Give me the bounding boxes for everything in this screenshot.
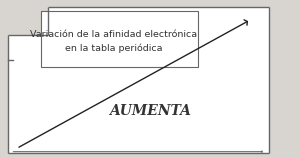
Text: AUMENTA: AUMENTA: [109, 104, 191, 118]
Bar: [8, 7, 268, 153]
Text: Variación de la afinidad electrónica
en la tabla periódica: Variación de la afinidad electrónica en …: [30, 30, 198, 53]
Bar: [40, 11, 198, 67]
Bar: [8, 7, 48, 35]
